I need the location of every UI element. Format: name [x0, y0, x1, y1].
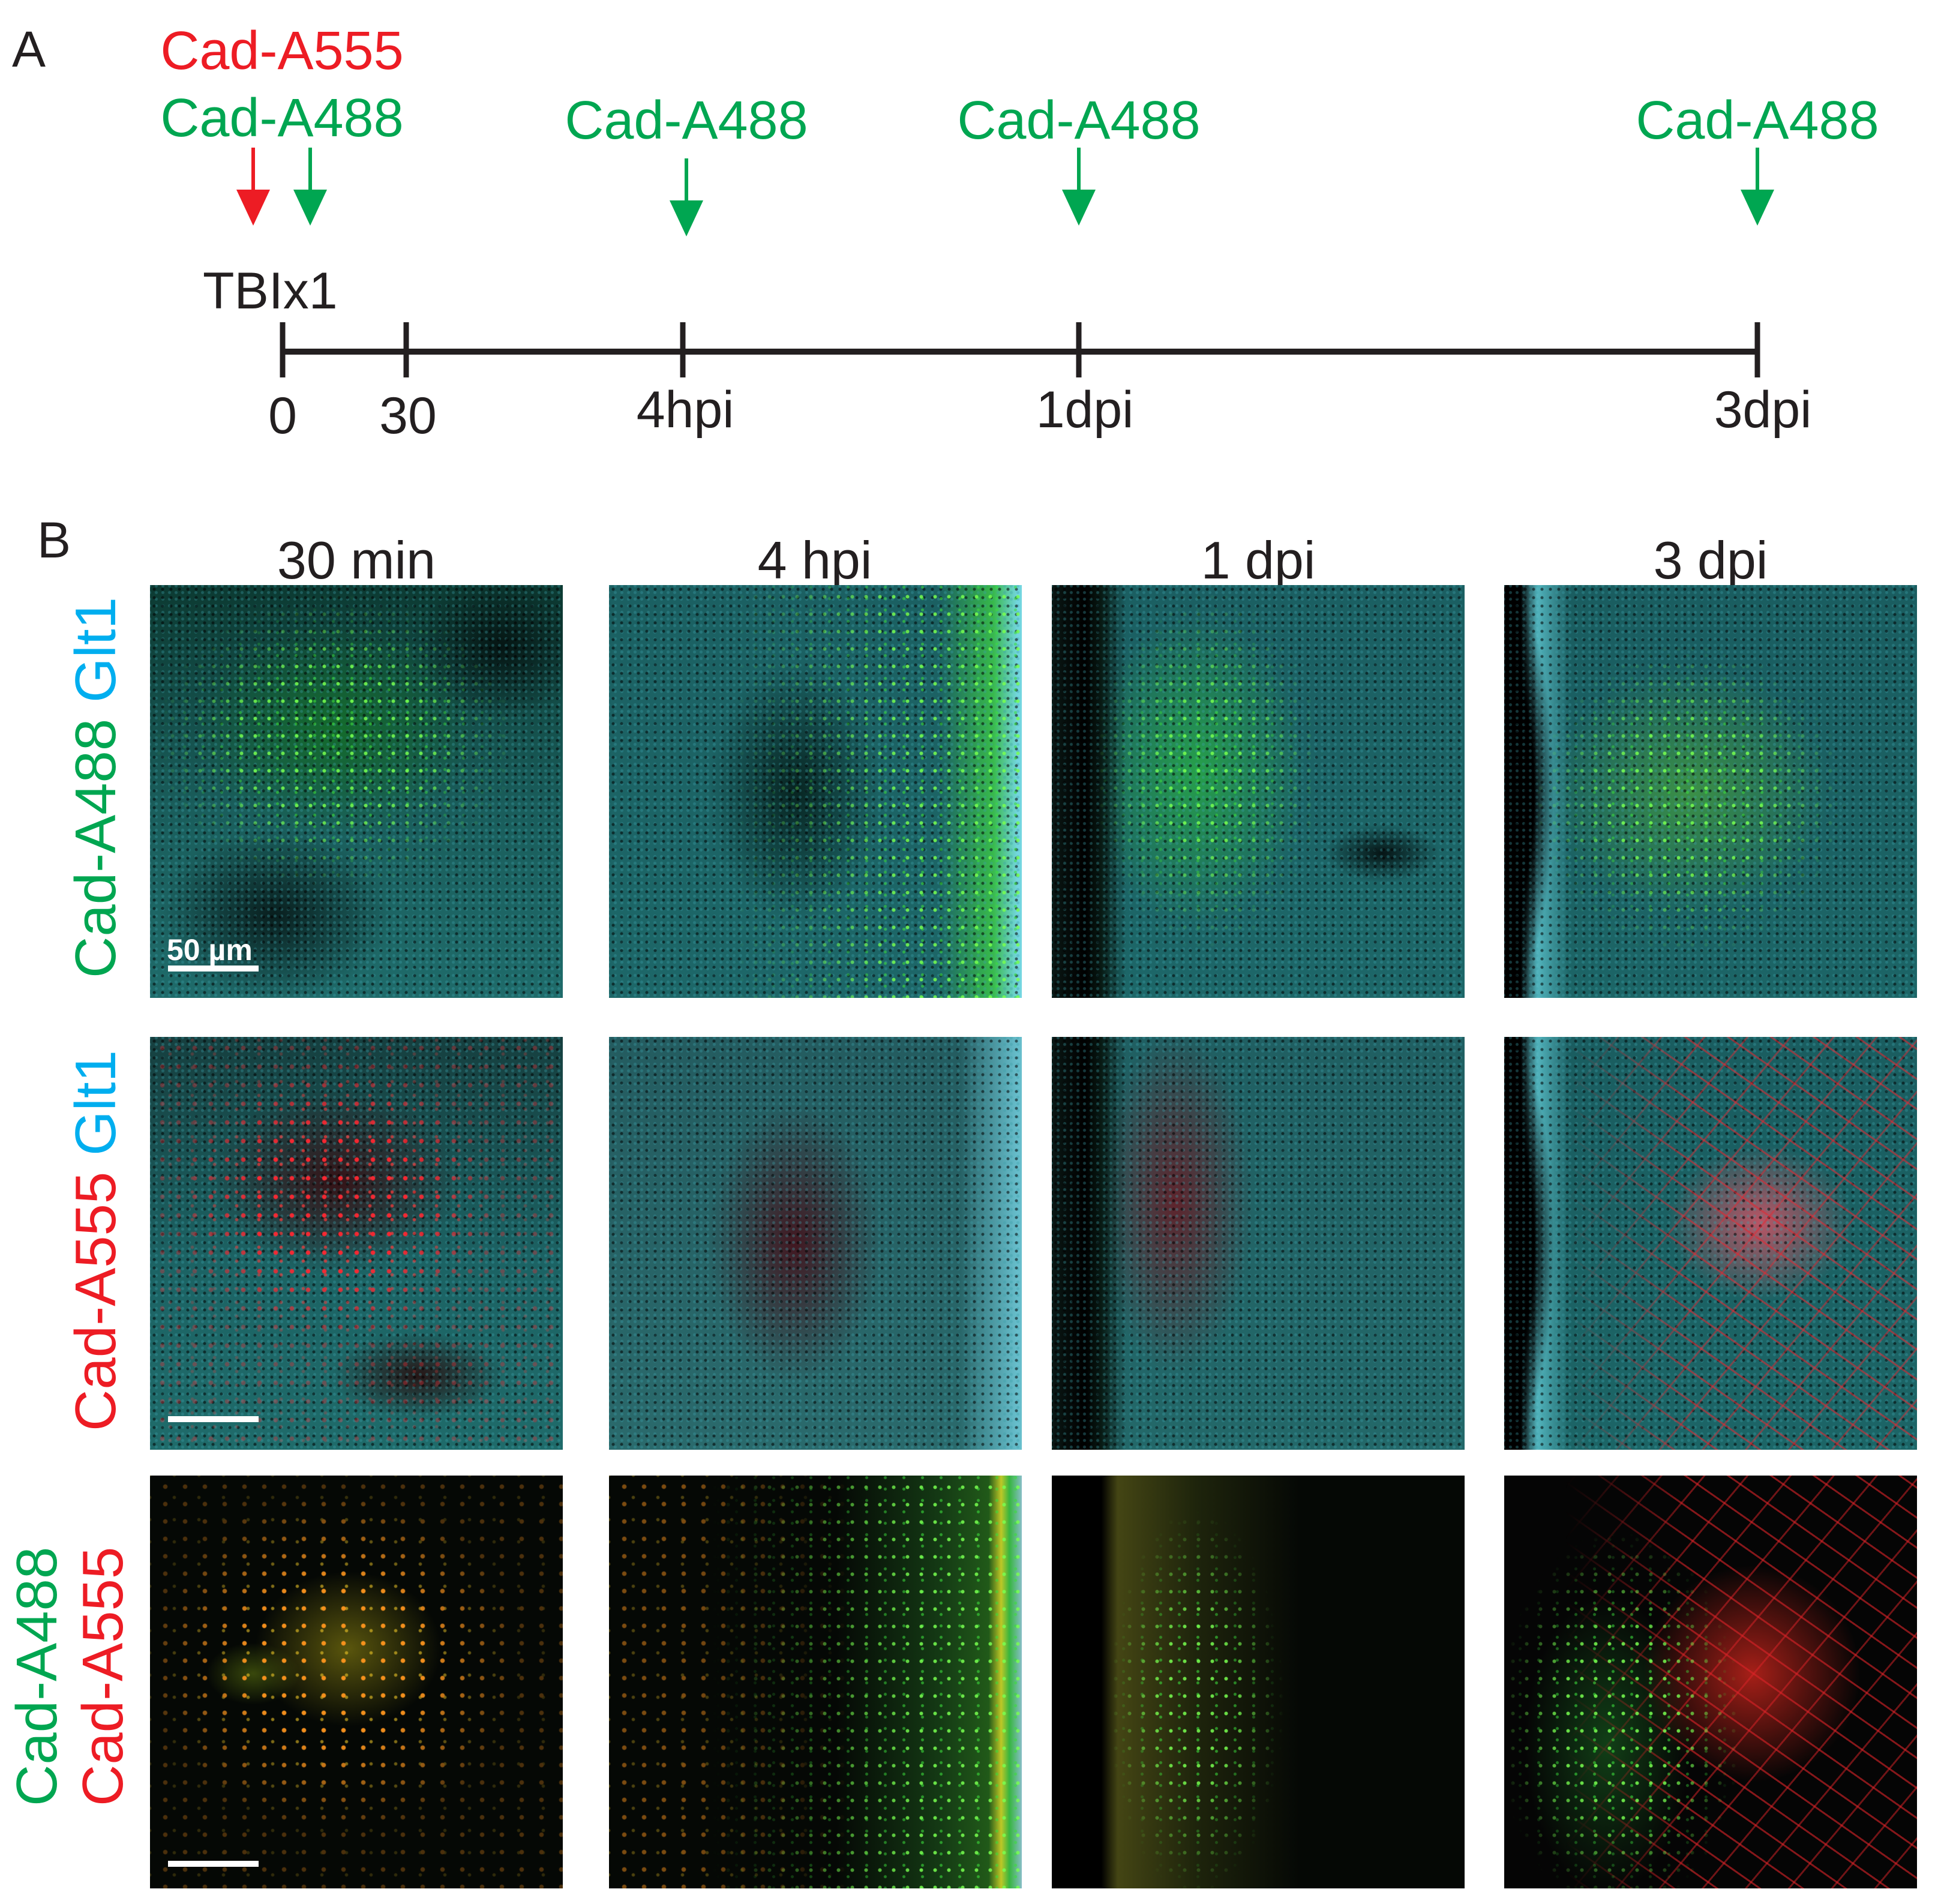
- timeline-tick: [280, 322, 286, 377]
- image-30min-a488-a555: [150, 1476, 563, 1888]
- image-3dpi-a488-glt1: [1504, 585, 1917, 998]
- column-title-3dpi: 3 dpi: [1653, 530, 1768, 590]
- row-label-1: Cad-A488 Glt1: [64, 596, 128, 978]
- timeline-tick: [1076, 322, 1082, 377]
- image-1dpi-a488-a555: [1052, 1476, 1465, 1888]
- row-label-3-line2: Cad-A555: [71, 1546, 135, 1806]
- column-title-1dpi: 1 dpi: [1201, 530, 1316, 590]
- injection-label-cad-a488-3dpi: Cad-A488: [1636, 91, 1879, 151]
- image-3dpi-a488-a555: [1504, 1476, 1917, 1888]
- column-title-30min: 30 min: [277, 530, 436, 590]
- event-label-tbi: TBIx1: [203, 262, 338, 320]
- timeline-tick: [680, 322, 686, 377]
- injection-label-cad-a488-1dpi: Cad-A488: [957, 91, 1201, 151]
- panel-a-label: A: [12, 21, 46, 77]
- tick-label-1dpi: 1dpi: [1036, 381, 1134, 439]
- panel-b-label: B: [37, 512, 71, 568]
- injection-label-cad-a555: Cad-A555: [160, 21, 404, 81]
- scale-bar: [168, 966, 259, 972]
- timeline-tick: [1754, 322, 1760, 377]
- tick-label-30: 30: [379, 387, 437, 445]
- scale-bar: [168, 1416, 259, 1422]
- image-4hpi-a555-glt1: [609, 1037, 1022, 1450]
- injection-label-cad-a488-4hpi: Cad-A488: [565, 91, 808, 151]
- scale-bar: [168, 1861, 259, 1867]
- tick-label-0: 0: [268, 387, 297, 445]
- tick-label-3dpi: 3dpi: [1714, 381, 1812, 439]
- timeline-axis: [280, 349, 1760, 355]
- row-label-3-line1: Cad-A488: [5, 1546, 69, 1806]
- tick-label-4hpi: 4hpi: [636, 381, 734, 439]
- arrow-down-icon-green: [670, 158, 703, 236]
- scale-bar-label: 50 µm: [167, 933, 253, 967]
- arrow-down-icon-green: [1741, 148, 1774, 226]
- image-1dpi-a488-glt1: [1052, 585, 1465, 998]
- arrow-down-icon-green: [293, 148, 327, 226]
- image-1dpi-a555-glt1: [1052, 1037, 1465, 1450]
- image-30min-a488-glt1: 50 µm: [150, 585, 563, 998]
- column-title-4hpi: 4 hpi: [757, 530, 872, 590]
- arrow-down-icon-red: [236, 148, 270, 226]
- arrow-down-icon-green: [1062, 148, 1096, 226]
- image-30min-a555-glt1: [150, 1037, 563, 1450]
- injection-label-cad-a488-0: Cad-A488: [160, 88, 404, 148]
- image-4hpi-a488-a555: [609, 1476, 1022, 1888]
- image-4hpi-a488-glt1: [609, 585, 1022, 998]
- image-3dpi-a555-glt1: [1504, 1037, 1917, 1450]
- timeline-tick: [403, 322, 409, 377]
- row-label-2: Cad-A555 Glt1: [64, 1050, 128, 1431]
